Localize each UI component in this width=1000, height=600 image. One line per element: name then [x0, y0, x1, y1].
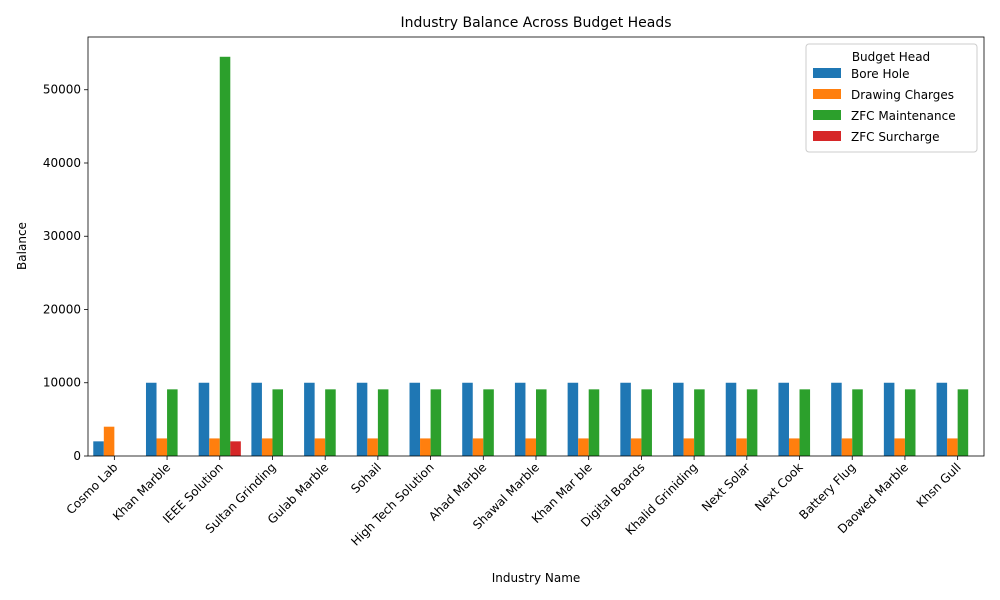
y-tick-label: 10000	[43, 376, 81, 390]
x-tick-label: Next Cook	[752, 460, 806, 514]
bar-zfc-maintenance	[167, 389, 178, 456]
x-tick-label: Cosmo Lab	[64, 460, 121, 517]
bar-bore-hole	[462, 382, 473, 456]
bar-zfc-maintenance	[588, 389, 600, 456]
bar-bore-hole	[883, 382, 895, 456]
y-axis-label: Balance	[15, 222, 29, 270]
bar-bore-hole	[831, 382, 842, 456]
bar-drawing-charges	[156, 438, 168, 456]
x-tick-label: Khsn Gull	[914, 460, 964, 510]
bar-bore-hole	[936, 382, 948, 456]
bar-bore-hole	[409, 382, 421, 456]
bar-zfc-maintenance	[852, 389, 863, 456]
legend: Budget Head Bore Hole Drawing Charges ZFC …	[805, 43, 978, 153]
bar-zfc-maintenance	[377, 389, 389, 456]
legend-swatch	[813, 110, 841, 120]
y-tick-label: 20000	[43, 302, 81, 316]
bar-drawing-charges	[578, 438, 589, 456]
bar-drawing-charges	[103, 426, 115, 456]
y-tick-label: 30000	[43, 229, 81, 243]
y-tick-label: 40000	[43, 156, 81, 170]
bar-zfc-maintenance	[536, 389, 547, 456]
legend-entry: ZFC Surcharge	[851, 130, 940, 144]
y-tick-label: 0	[73, 449, 81, 463]
x-tick-label: Next Solar	[699, 460, 753, 514]
bar-drawing-charges	[788, 438, 800, 456]
bar-drawing-charges	[261, 438, 273, 456]
legend-entry: Bore Hole	[851, 67, 910, 81]
legend-entry: ZFC Maintenance	[851, 109, 956, 123]
bar-zfc-maintenance	[272, 389, 284, 456]
bar-drawing-charges	[472, 438, 484, 456]
bar-bore-hole	[198, 382, 210, 456]
bar-drawing-charges	[630, 438, 642, 456]
bar-drawing-charges	[367, 438, 378, 456]
bar-drawing-charges	[420, 438, 431, 456]
bar-bore-hole	[620, 382, 631, 456]
bar-zfc-maintenance	[430, 389, 442, 456]
bar-drawing-charges	[209, 438, 220, 456]
bar-drawing-charges	[314, 438, 326, 456]
bar-drawing-charges	[841, 438, 853, 456]
bar-drawing-charges	[736, 438, 747, 456]
bar-zfc-maintenance	[641, 389, 652, 456]
bar-bore-hole	[356, 382, 368, 456]
bar-zfc-maintenance	[957, 389, 969, 456]
legend-swatch	[813, 68, 841, 78]
bar-drawing-charges	[947, 438, 958, 456]
bar-zfc-maintenance	[325, 389, 336, 456]
bar-bore-hole	[514, 382, 526, 456]
bar-bore-hole	[567, 382, 579, 456]
x-tick-label: Sohail	[348, 460, 384, 496]
bar-drawing-charges	[525, 438, 536, 456]
legend-title: Budget Head	[852, 50, 930, 64]
bar-zfc-maintenance	[694, 389, 705, 456]
bar-bore-hole	[145, 382, 157, 456]
bar-drawing-charges	[894, 438, 905, 456]
bar-bore-hole	[778, 382, 789, 456]
bar-bore-hole	[725, 382, 737, 456]
bar-bore-hole	[304, 382, 315, 456]
bar-bore-hole	[673, 382, 684, 456]
legend-box	[805, 43, 978, 153]
x-axis-label: Industry Name	[492, 571, 581, 585]
bar-bore-hole	[93, 441, 104, 456]
legend-swatch	[813, 131, 841, 141]
bar-zfc-maintenance	[219, 56, 231, 456]
bar-zfc-surcharge	[230, 441, 241, 456]
bar-bore-hole	[251, 382, 262, 456]
legend-entry: Drawing Charges	[851, 88, 954, 102]
bar-drawing-charges	[683, 438, 695, 456]
bar-zfc-maintenance	[904, 389, 916, 456]
chart-title: Industry Balance Across Budget Heads	[400, 15, 671, 31]
bar-zfc-maintenance	[746, 389, 758, 456]
bar-zfc-maintenance	[799, 389, 811, 456]
legend-swatch	[813, 89, 841, 99]
plot-frame	[87, 36, 985, 457]
y-tick-label: 50000	[43, 83, 81, 97]
bar-zfc-maintenance	[483, 389, 494, 456]
